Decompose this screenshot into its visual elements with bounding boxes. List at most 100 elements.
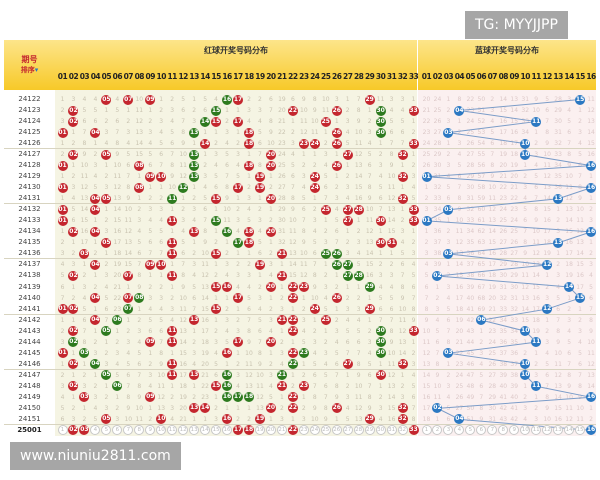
omission-value: 1	[236, 250, 240, 258]
sort-button[interactable]: 排序▾	[4, 65, 55, 75]
omission-value: 1	[323, 327, 328, 335]
omission-value: 7	[400, 272, 405, 280]
omission-value: 34	[499, 316, 508, 324]
omission-value: 6	[148, 239, 153, 247]
omission-value: 26	[278, 173, 286, 181]
omission-value: 18	[532, 316, 540, 324]
omission-value: 7	[126, 382, 131, 390]
red-ball: 02	[68, 116, 79, 127]
blue-ball: 03	[443, 127, 454, 138]
red-ball: 09	[145, 392, 156, 403]
red-ball: 23	[298, 138, 309, 149]
omission-value: 18	[565, 261, 573, 269]
red-column-header: 17	[233, 72, 243, 81]
omission-value: 7	[269, 107, 273, 115]
omission-value: 34	[554, 162, 562, 170]
omission-value: 14	[499, 96, 508, 103]
omission-value: 5	[225, 338, 229, 346]
omission-value: 2	[225, 250, 229, 258]
omission-value: 17	[455, 294, 464, 302]
green-ball: 17	[233, 237, 244, 248]
omission-value: 1	[214, 129, 218, 137]
red-ball: 18	[243, 237, 254, 248]
omission-value: 2	[247, 261, 251, 269]
omission-value: 3	[170, 404, 175, 412]
omission-value: 8	[312, 393, 317, 401]
omission-value: 8	[269, 118, 273, 126]
omission-value: 20	[278, 107, 286, 115]
omission-value: 11	[354, 393, 363, 401]
omission-value: 9	[137, 283, 142, 291]
omission-value: 8	[290, 195, 295, 203]
omission-value: 2	[93, 151, 98, 159]
red-ball: 22	[287, 348, 298, 359]
omission-value: 30	[278, 217, 286, 225]
omission-value: 12	[300, 272, 308, 280]
omission-value: 10	[398, 305, 407, 313]
blue-ball: 03	[443, 248, 454, 259]
omission-value: 29	[488, 393, 497, 401]
green-ball: 30	[375, 337, 386, 348]
green-ball: 15	[211, 105, 222, 116]
omission-value: 2	[312, 162, 317, 170]
omission-value: 8	[411, 305, 416, 313]
blue-header	[418, 40, 596, 90]
red-ball: 15	[211, 116, 222, 127]
omission-value: 1	[345, 371, 350, 379]
omission-value: 11	[179, 305, 187, 313]
issue-number: 24137	[18, 260, 41, 269]
omission-value: 23	[466, 107, 475, 115]
omission-value: 10	[267, 140, 275, 148]
omission-value: 6	[389, 305, 394, 313]
omission-value: 11	[543, 162, 551, 170]
omission-value: 2	[247, 415, 251, 423]
omission-value: 9	[258, 360, 262, 368]
omission-value: 10	[576, 404, 584, 412]
red-ball: 32	[397, 171, 408, 182]
omission-value: 2	[159, 195, 164, 203]
omission-value: 11	[113, 173, 122, 181]
omission-value: 15	[289, 272, 297, 280]
omission-value: 55	[477, 151, 486, 159]
omission-value: 27	[499, 239, 508, 247]
omission-value: 15	[532, 283, 540, 291]
omission-value: 6	[203, 107, 208, 115]
red-ball: 20	[265, 403, 276, 414]
omission-value: 1	[192, 140, 197, 148]
omission-value: 1	[301, 393, 306, 401]
green-ball: 05	[101, 326, 112, 337]
omission-value: 2	[578, 316, 582, 324]
blue-column-header: 01	[421, 72, 432, 81]
omission-value: 11	[532, 239, 540, 247]
omission-value: 14	[587, 129, 595, 137]
omission-value: 2	[115, 338, 120, 346]
red-ball: 33	[408, 326, 419, 337]
omission-value: 16	[387, 415, 396, 423]
omission-value: 6	[214, 184, 218, 192]
omission-value: 26	[433, 118, 442, 126]
omission-value: 13	[387, 382, 396, 390]
green-ball: 06	[112, 381, 123, 392]
omission-value: 3	[148, 294, 153, 302]
omission-value: 51	[477, 107, 486, 115]
red-ball: 04	[90, 293, 101, 304]
omission-value: 13	[354, 415, 363, 423]
blue-ball: 12	[542, 304, 553, 315]
omission-value: 20	[510, 173, 519, 181]
omission-value: 12	[179, 173, 187, 181]
omission-value: 2	[104, 393, 109, 401]
red-ball: 32	[397, 359, 408, 370]
red-ball: 22	[287, 293, 298, 304]
omission-value: 17	[499, 129, 508, 137]
omission-value: 11	[124, 217, 133, 225]
omission-value: 22	[499, 184, 508, 192]
omission-value: 3	[148, 129, 153, 137]
omission-value: 4	[378, 415, 383, 423]
omission-value: 3	[345, 184, 350, 192]
omission-value: 9	[389, 162, 394, 170]
omission-value: 2	[82, 371, 87, 379]
omission-value: 29	[278, 206, 286, 214]
red-ball: 27	[342, 215, 353, 226]
omission-value: 32	[466, 206, 475, 214]
omission-value: 2	[301, 305, 306, 313]
